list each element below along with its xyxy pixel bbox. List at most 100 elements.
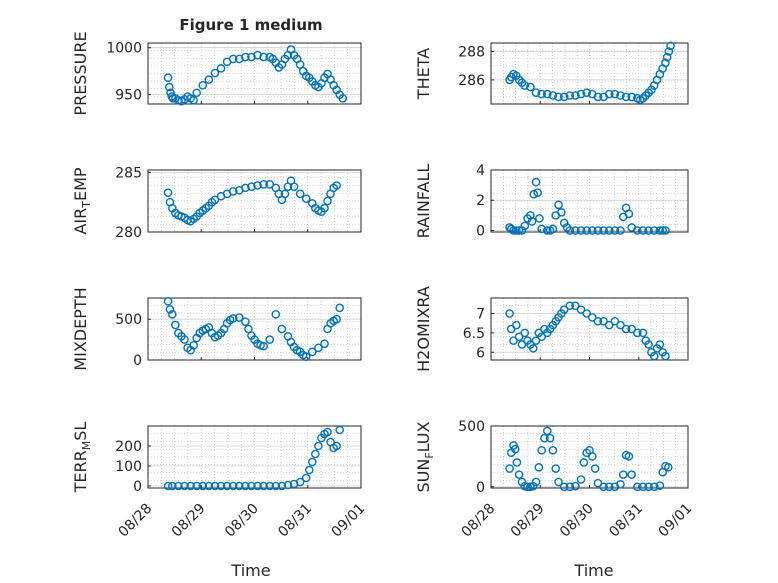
data-point <box>571 301 580 311</box>
data-point <box>533 188 543 197</box>
data-point <box>335 425 345 435</box>
data-point <box>271 481 281 491</box>
y-tick-label: 1000 <box>106 41 142 57</box>
y-tick-label: 200 <box>115 439 142 455</box>
data-point <box>168 94 178 103</box>
data-point <box>311 449 320 459</box>
data-point <box>509 226 518 235</box>
data-point <box>542 89 552 99</box>
data-point <box>241 183 250 193</box>
data-point <box>314 343 323 353</box>
y-tick-label: 286 <box>458 73 485 89</box>
data-point <box>228 314 238 323</box>
data-point <box>338 94 348 103</box>
y-tick-label: 285 <box>115 165 142 181</box>
data-point <box>335 303 345 313</box>
data-point <box>210 481 220 491</box>
data-point <box>241 481 250 491</box>
y-axis-label: AIRTEMP <box>71 167 93 234</box>
data-point <box>664 463 673 472</box>
y-tick-label: 288 <box>458 45 485 61</box>
data-point <box>638 226 648 235</box>
data-point <box>301 194 311 203</box>
data-point <box>192 88 201 98</box>
data-point <box>520 328 530 338</box>
data-point <box>576 305 586 314</box>
y-tick-label: 6.5 <box>463 326 485 342</box>
data-point <box>168 310 177 319</box>
data-point <box>514 226 524 235</box>
data-point <box>163 188 173 197</box>
y-tick-label: 6 <box>476 345 485 361</box>
data-point <box>559 305 569 314</box>
data-point <box>531 88 541 97</box>
data-point <box>512 226 521 235</box>
data-point <box>198 80 208 90</box>
data-point <box>618 470 628 479</box>
data-point <box>180 335 189 344</box>
data-point <box>526 211 535 220</box>
data-point <box>599 316 608 326</box>
data-point <box>526 82 535 92</box>
data-point <box>531 177 541 187</box>
data-point <box>189 341 198 350</box>
data-point <box>514 470 524 479</box>
data-point <box>610 226 620 235</box>
data-point <box>604 320 614 330</box>
data-point <box>531 477 541 487</box>
data-point <box>565 91 575 100</box>
data-point <box>517 477 527 487</box>
data-point <box>579 458 589 467</box>
data-point <box>542 426 552 436</box>
data-point <box>664 47 674 56</box>
data-point <box>641 91 651 100</box>
subplot-3: 280 285 AIRTEMP <box>71 165 362 241</box>
data-point <box>624 452 634 461</box>
data-point <box>616 480 625 489</box>
data-point <box>565 301 575 311</box>
data-point <box>259 481 268 491</box>
subplot-1: 950 1000 PRESSURE <box>71 31 362 116</box>
data-point <box>559 92 569 102</box>
data-point <box>510 444 520 454</box>
data-point <box>332 441 341 451</box>
data-point <box>638 328 648 338</box>
y-axis-label: RAINFALL <box>414 164 433 239</box>
data-point <box>332 314 341 324</box>
data-point <box>576 475 586 484</box>
data-point <box>271 310 281 319</box>
data-point <box>633 482 642 492</box>
data-point <box>554 477 563 487</box>
figure-title: Figure 1 medium <box>179 16 322 34</box>
data-point <box>655 226 665 235</box>
data-point <box>661 58 670 68</box>
data-point <box>627 470 637 479</box>
data-point <box>545 433 555 443</box>
data-point <box>222 481 232 491</box>
y-tick-label: 7 <box>476 307 485 323</box>
data-point <box>571 91 580 100</box>
y-tick-label: 280 <box>115 225 142 241</box>
data-point <box>593 316 603 326</box>
data-point <box>610 89 620 99</box>
y-tick-label: 2 <box>476 193 485 209</box>
data-point <box>234 313 244 322</box>
data-point <box>528 344 538 353</box>
data-point <box>198 481 208 491</box>
data-point <box>638 94 648 103</box>
data-point <box>314 441 323 451</box>
data-point <box>323 427 332 437</box>
data-point <box>228 187 238 196</box>
data-point <box>228 54 238 64</box>
data-point <box>537 224 546 234</box>
data-point <box>216 64 226 73</box>
data-point <box>301 473 311 483</box>
data-point <box>280 189 290 199</box>
data-point <box>283 480 293 490</box>
data-point <box>253 481 262 491</box>
subplot-4: 0 2 4 RAINFALL <box>414 163 689 239</box>
data-point <box>210 195 220 205</box>
data-point <box>576 89 586 99</box>
